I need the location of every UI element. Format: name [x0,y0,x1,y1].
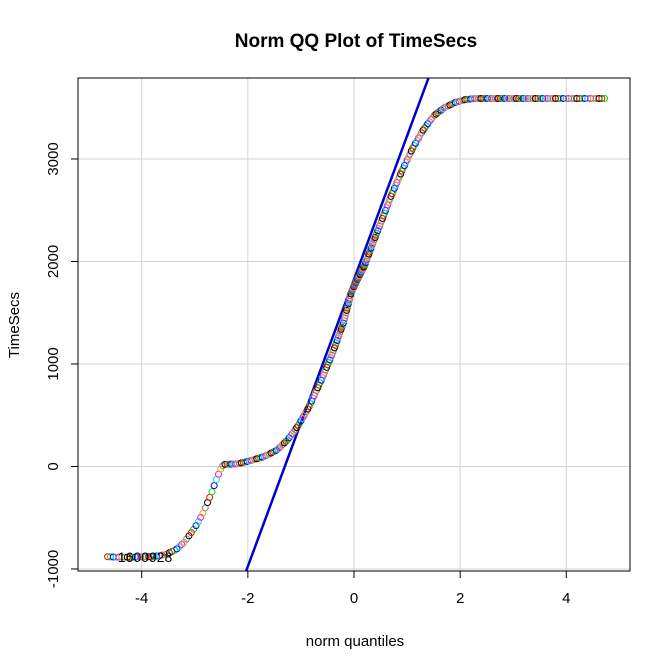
data-point [140,553,148,561]
data-point [137,553,145,561]
data-point [557,94,565,102]
x-tick-label: -4 [135,590,148,607]
data-point [531,94,539,102]
data-point [439,105,447,113]
chart-title: Norm QQ Plot of TimeSecs [235,31,477,52]
data-point [512,94,520,102]
data-point [541,94,549,102]
data-point [524,94,532,102]
data-point [546,94,554,102]
data-point [554,94,562,102]
data-point [129,553,137,561]
data-point [534,94,542,102]
reference-line-group [244,77,430,572]
data-point [598,94,606,102]
data-point [503,94,511,102]
data-point [499,94,507,102]
data-point [190,525,198,533]
data-point [488,94,496,102]
data-point [539,94,547,102]
y-axis-ticks: -1000 0 1000 2000 3000 [45,142,78,588]
data-point [519,94,527,102]
data-point [492,94,500,102]
data-point [501,94,509,102]
data-point [544,94,552,102]
y-axis-label: TimeSecs [6,292,23,358]
data-point [515,94,523,102]
data-point [131,553,139,561]
data-point [575,94,583,102]
y-tick-label: 3000 [45,142,62,175]
grid-lines [78,78,630,571]
data-point [208,488,216,496]
data-point [567,94,575,102]
data-point [134,553,142,561]
data-point [552,94,560,102]
data-point [490,94,498,102]
data-point [147,553,155,561]
x-tick-label: 0 [350,590,358,607]
reference-line [244,77,430,572]
data-points [104,94,609,561]
data-point [529,94,537,102]
data-point [142,553,150,561]
data-point [145,553,153,561]
data-point [601,94,609,102]
data-point [505,94,513,102]
data-point [178,540,186,548]
data-point [549,94,557,102]
data-point [565,94,573,102]
data-point [123,553,131,561]
y-tick-label: -1000 [45,550,62,588]
data-point [194,517,202,525]
y-tick-label: 1000 [45,347,62,380]
data-point [517,94,525,102]
data-point [573,94,581,102]
y-tick-label: 0 [45,462,62,470]
data-point [155,552,163,560]
x-axis-ticks: -4 -2 0 2 4 [135,571,570,607]
data-point [559,94,567,102]
data-point [508,94,516,102]
data-point [210,482,218,490]
data-point [494,94,502,102]
point-annotation: 1600928 [118,549,173,565]
data-point [150,552,158,560]
point-annotations: 1600928 [118,549,173,565]
x-axis-label: norm quantiles [306,633,404,650]
x-tick-label: 4 [562,590,570,607]
y-tick-label: 2000 [45,245,62,278]
data-point [570,94,578,102]
data-point [126,553,134,561]
data-point [153,552,161,560]
data-point [496,94,504,102]
data-point [526,94,534,102]
data-point [425,118,433,126]
data-point [158,551,166,559]
data-point [522,94,530,102]
data-point [510,94,518,102]
data-point [536,94,544,102]
x-tick-label: 2 [456,590,464,607]
data-point [562,94,570,102]
x-tick-label: -2 [241,590,254,607]
